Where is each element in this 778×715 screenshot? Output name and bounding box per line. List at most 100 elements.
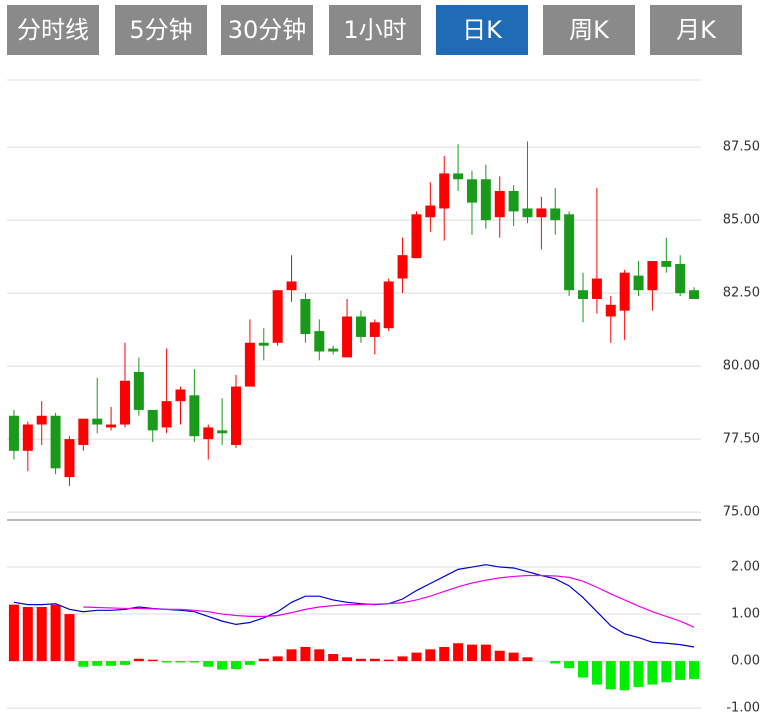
macd-bar — [300, 646, 311, 662]
macd-bar — [633, 661, 644, 687]
macd-bar — [578, 661, 589, 678]
candle-body — [147, 409, 158, 431]
candle-body — [439, 173, 450, 209]
macd-bar — [203, 661, 214, 667]
macd-line — [83, 574, 695, 628]
macd-bar — [92, 661, 103, 666]
candle-body — [189, 395, 200, 437]
candle-body — [22, 424, 33, 451]
candle-body — [550, 208, 561, 221]
candle-body — [355, 316, 366, 337]
candle-body — [397, 255, 408, 279]
y-tick-label: -1.00 — [726, 701, 760, 715]
macd-bar — [550, 661, 561, 664]
candle-body — [64, 439, 75, 478]
y-tick-label: 75.00 — [723, 505, 760, 520]
macd-bar — [439, 646, 450, 662]
y-tick-label: 1.00 — [731, 607, 760, 622]
candle-body — [425, 205, 436, 218]
candle-body — [161, 401, 172, 428]
candle-body — [92, 418, 103, 425]
macd-bar — [328, 654, 339, 662]
candle-body — [119, 380, 130, 425]
macd-bar — [564, 661, 575, 669]
macd-bar — [119, 661, 130, 665]
macd-bar — [605, 661, 616, 690]
candle-body — [369, 322, 380, 337]
candle-body — [36, 415, 47, 425]
candle-body — [536, 208, 547, 218]
macd-bar — [494, 650, 505, 662]
macd-bar — [64, 614, 75, 662]
tab-label: 30分钟 — [228, 16, 307, 44]
candle-body — [633, 275, 644, 291]
macd-bar — [397, 656, 408, 662]
macd-bar — [522, 657, 533, 662]
tab-label: 月K — [676, 16, 717, 44]
candle-body — [203, 427, 214, 440]
macd-bar — [286, 649, 297, 662]
candle-body — [342, 316, 353, 358]
macd-bar — [244, 661, 255, 665]
macd-bar — [369, 658, 380, 662]
tab-label: 周K — [569, 16, 610, 44]
candle-body — [494, 190, 505, 218]
macd-bar — [675, 661, 686, 680]
tab-button[interactable] — [329, 5, 421, 55]
macd-line — [13, 564, 695, 648]
macd-bar — [591, 661, 602, 685]
macd-bar — [647, 661, 658, 685]
candle-body — [564, 214, 575, 291]
macd-bar — [189, 661, 200, 663]
macd-bar — [36, 607, 47, 662]
tab-label: 1小时 — [343, 16, 406, 44]
tab-button[interactable] — [436, 5, 528, 55]
y-tick-label: 80.00 — [723, 359, 760, 374]
candle-body — [466, 179, 477, 203]
candle-body — [133, 371, 144, 410]
candle-body — [522, 208, 533, 218]
candle-body — [78, 418, 89, 445]
tab-button[interactable] — [7, 5, 99, 55]
macd-bar — [22, 607, 33, 662]
candle-body — [272, 290, 283, 343]
macd-bar — [147, 659, 158, 662]
candle-body — [675, 263, 686, 294]
candle-body — [328, 348, 339, 352]
macd-bar — [425, 649, 436, 662]
macd-bar — [258, 658, 269, 662]
candle-body — [258, 342, 269, 346]
macd-bar — [411, 652, 422, 662]
macd-bar — [50, 604, 61, 662]
macd-bar — [217, 661, 228, 670]
macd-bar — [133, 658, 144, 662]
macd-bar — [78, 661, 89, 667]
macd-bar — [453, 643, 464, 662]
y-tick-label: 87.50 — [723, 140, 760, 155]
macd-bar — [8, 604, 19, 662]
y-tick-label: 82.50 — [723, 286, 760, 301]
tab-label: 5分钟 — [129, 16, 192, 44]
candle-body — [453, 173, 464, 180]
candle-body — [175, 389, 186, 402]
tab-button[interactable] — [650, 5, 742, 55]
candle-body — [383, 281, 394, 329]
macd-bar — [314, 649, 325, 662]
macd-bar — [161, 661, 172, 663]
tab-button[interactable] — [115, 5, 207, 55]
candle-body — [411, 214, 422, 259]
candle-body — [619, 272, 630, 311]
macd-bar — [175, 661, 186, 663]
tab-button[interactable] — [221, 5, 313, 55]
macd-bar — [689, 661, 700, 679]
macd-bar — [508, 652, 519, 662]
candle-body — [300, 298, 311, 335]
tab-button[interactable] — [543, 5, 635, 55]
macd-bar — [355, 658, 366, 662]
tab-label: 分时线 — [17, 16, 89, 44]
macd-bar — [231, 661, 242, 670]
candle-body — [286, 281, 297, 291]
candle-body — [647, 261, 658, 291]
candle-body — [50, 415, 61, 469]
